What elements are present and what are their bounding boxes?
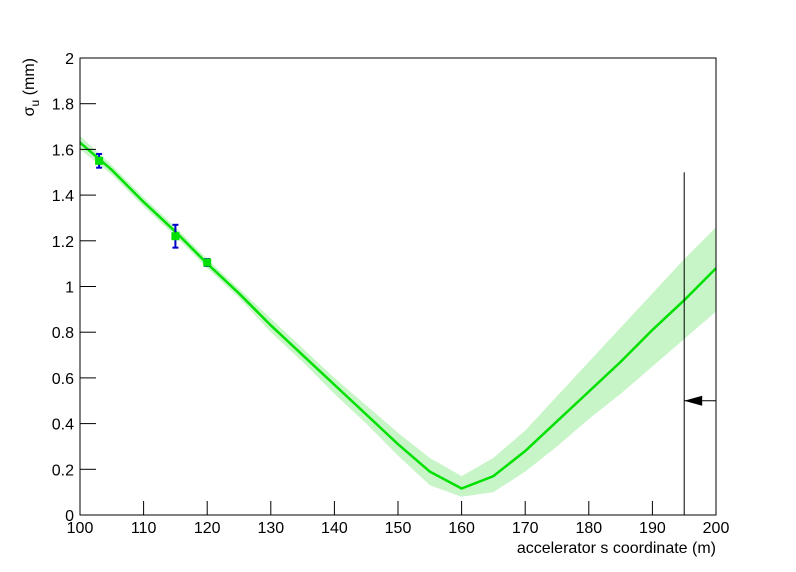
y-tick-label: 0.4 [52,417,74,434]
data-point [95,156,104,165]
y-title-unit: (mm) [21,58,38,100]
x-tick-label: 100 [67,520,94,537]
y-tick-label: 0 [65,508,74,525]
x-tick-label: 200 [703,520,730,537]
data-point [171,232,180,241]
y-title-subscript: u [28,100,42,107]
x-axis-title: accelerator s coordinate (m) [517,540,716,557]
y-tick-label: 2 [65,51,74,68]
x-tick-label: 140 [321,520,348,537]
x-tick-label: 190 [639,520,666,537]
x-tick-label: 180 [575,520,602,537]
y-tick-label: 1.4 [52,188,74,205]
plot-area [79,135,717,515]
fit-curve [79,141,717,490]
y-tick-label: 1.6 [52,142,74,159]
y-title-symbol: σ [21,106,38,116]
y-tick-label: 0.6 [52,371,74,388]
y-tick-label: 0.8 [52,325,74,342]
x-tick-label: 120 [194,520,221,537]
x-tick-label: 170 [512,520,539,537]
x-tick-label: 160 [448,520,475,537]
y-tick-label: 1.8 [52,97,74,114]
x-tick-label: 130 [257,520,284,537]
error-band [80,135,716,497]
x-tick-label: 110 [131,520,157,537]
y-tick-label: 1.2 [52,234,74,251]
y-axis-title: σu (mm) [21,58,42,116]
marker-arrow-head [684,395,703,406]
y-tick-label: 1 [65,280,74,297]
data-point [203,258,212,267]
y-tick-label: 0.2 [52,462,74,479]
x-tick-label: 150 [385,520,412,537]
